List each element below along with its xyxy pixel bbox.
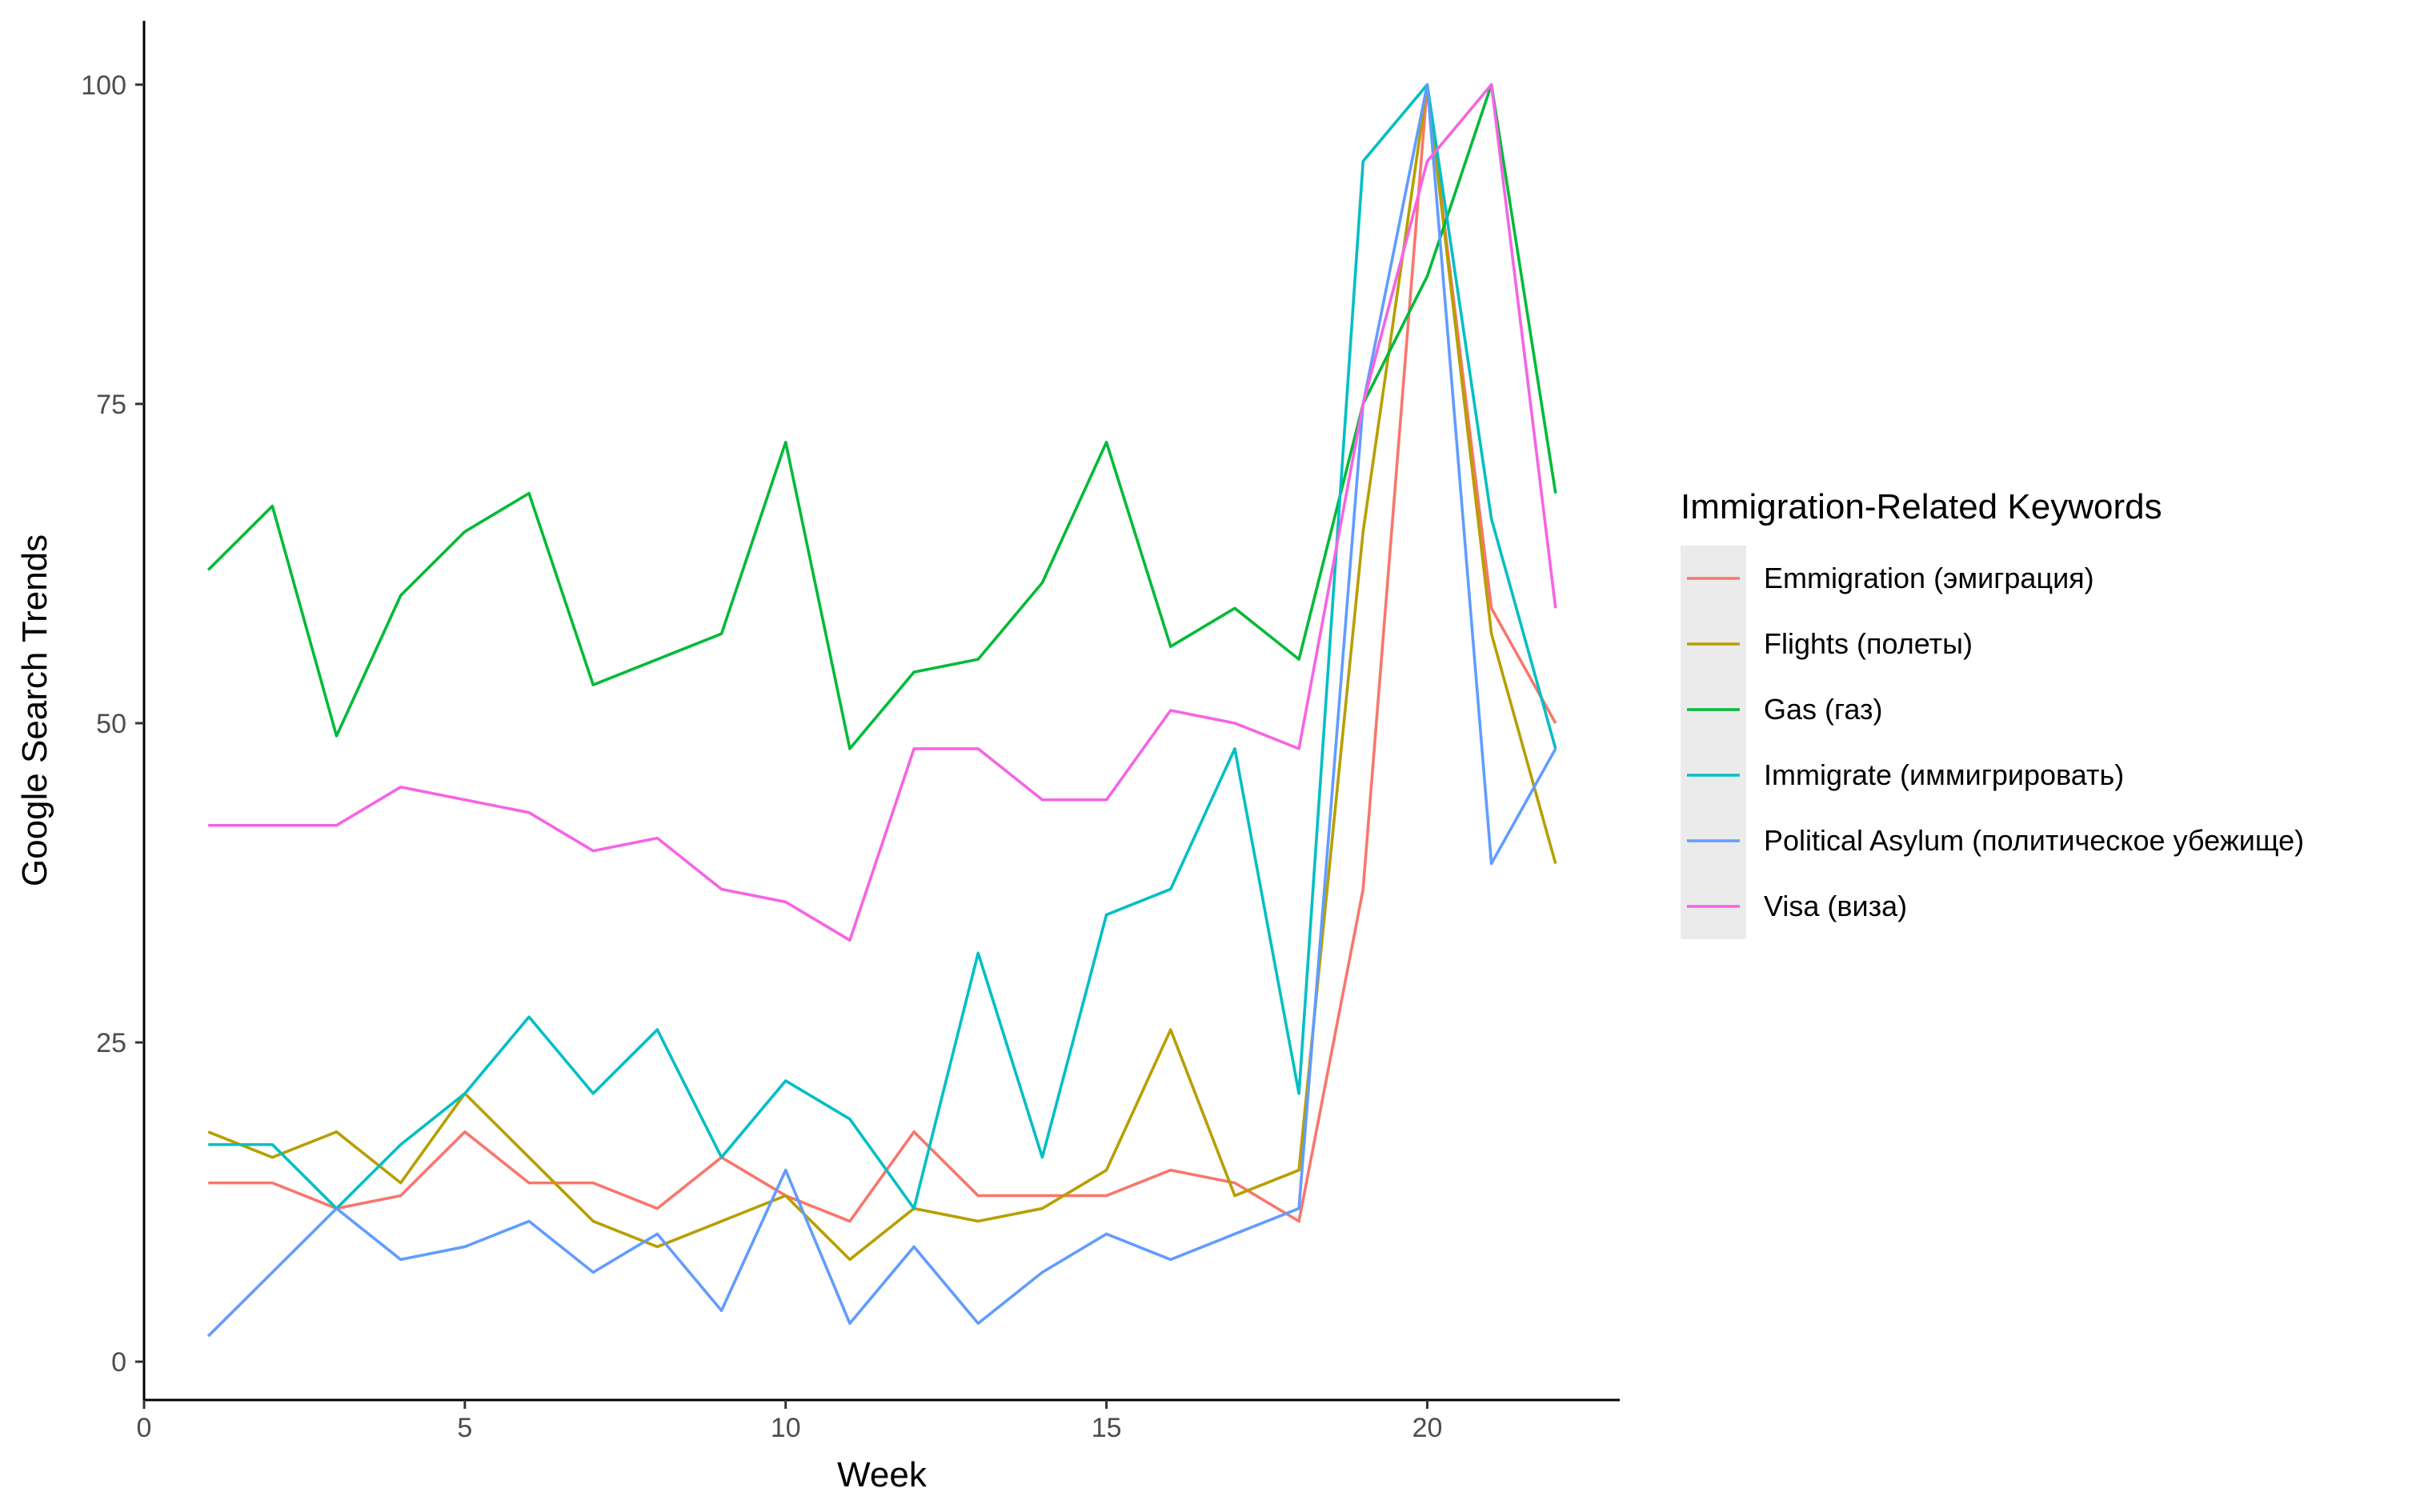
series-line <box>206 83 1557 1338</box>
series-line <box>206 83 1557 750</box>
series-line <box>207 83 1557 1262</box>
legend-key-background <box>1681 546 1746 939</box>
y-tick-label: 75 <box>96 390 126 420</box>
legend: Immigration-Related Keywords Emmigration… <box>1681 487 2304 939</box>
legend-label: Flights (полеты) <box>1764 627 1973 660</box>
x-tick-label: 15 <box>1092 1413 1122 1443</box>
series-line <box>208 83 1557 942</box>
legend-label: Political Asylum (политическое убежище) <box>1764 824 2304 857</box>
axes: 0 5 10 15 20 0 25 50 75 100 Week Google Search T… <box>15 21 1620 1494</box>
x-axis-title: Week <box>837 1455 928 1494</box>
series-line <box>208 83 1557 1223</box>
y-tick-label: 25 <box>96 1028 126 1058</box>
x-tick-label: 10 <box>771 1413 801 1443</box>
x-tick-label: 5 <box>457 1413 472 1443</box>
legend-items: Emmigration (эмиграция) Flights (полеты) G… <box>1681 546 2304 939</box>
y-tick-label: 100 <box>81 70 126 101</box>
y-tick-label: 0 <box>111 1347 126 1378</box>
x-axis-ticks: 0 5 10 15 20 <box>137 1400 1443 1443</box>
x-tick-label: 0 <box>137 1413 152 1443</box>
legend-label: Immigrate (иммигрировать) <box>1764 758 2124 791</box>
plot-area <box>206 83 1557 1338</box>
legend-label: Gas (газ) <box>1764 693 1882 726</box>
y-axis-title: Google Search Trends <box>15 534 54 886</box>
x-tick-label: 20 <box>1412 1413 1443 1443</box>
legend-label: Visa (виза) <box>1764 890 1907 922</box>
legend-label: Emmigration (эмиграция) <box>1764 562 2094 594</box>
series-line <box>208 83 1557 1210</box>
y-tick-label: 50 <box>96 709 126 739</box>
legend-title: Immigration-Related Keywords <box>1681 487 2162 526</box>
y-axis-ticks: 0 25 50 75 100 <box>81 70 144 1378</box>
